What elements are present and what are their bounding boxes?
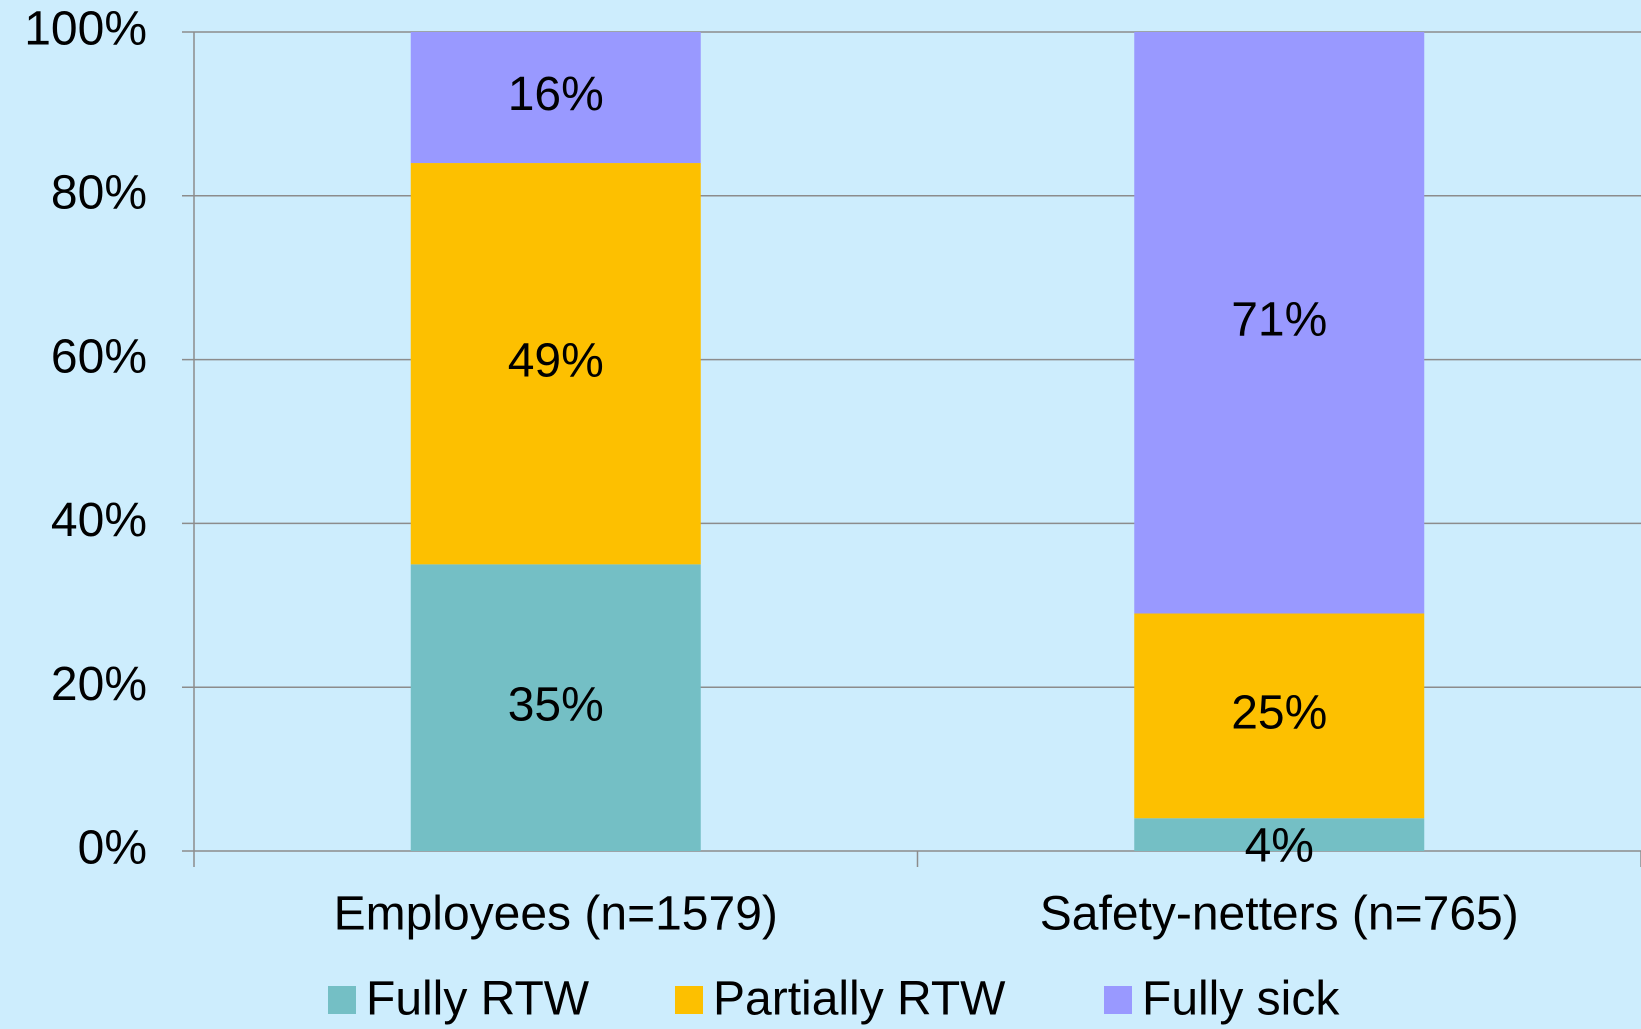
bar-segment: [1134, 32, 1425, 614]
y-tick-label: 40%: [51, 494, 147, 547]
legend-label: Partially RTW: [713, 973, 1006, 1026]
y-tick-label: 80%: [51, 166, 147, 219]
legend-swatch: [328, 986, 356, 1014]
bar-segment: [410, 564, 701, 851]
x-tick-label: Safety-netters (n=765): [1040, 888, 1519, 941]
y-tick-label: 60%: [51, 330, 147, 383]
bar-segment: [410, 32, 701, 164]
data-label: 71%: [1231, 293, 1327, 346]
x-tick-label: Employees (n=1579): [334, 888, 778, 941]
data-label: 25%: [1231, 687, 1327, 740]
bar-segment: [1134, 613, 1425, 819]
legend-label: Fully RTW: [366, 973, 590, 1026]
y-tick-label: 20%: [51, 658, 147, 711]
bar-segment: [1134, 818, 1425, 851]
data-label: 35%: [508, 678, 604, 731]
y-tick-label: 100%: [24, 3, 147, 56]
legend-swatch: [1104, 986, 1132, 1014]
data-label: 4%: [1245, 819, 1314, 872]
y-tick-label: 0%: [78, 822, 147, 875]
data-label: 16%: [508, 68, 604, 121]
legend-swatch: [675, 986, 703, 1014]
legend-label: Fully sick: [1142, 973, 1340, 1026]
data-label: 49%: [508, 334, 604, 387]
bar-segment: [410, 163, 701, 565]
